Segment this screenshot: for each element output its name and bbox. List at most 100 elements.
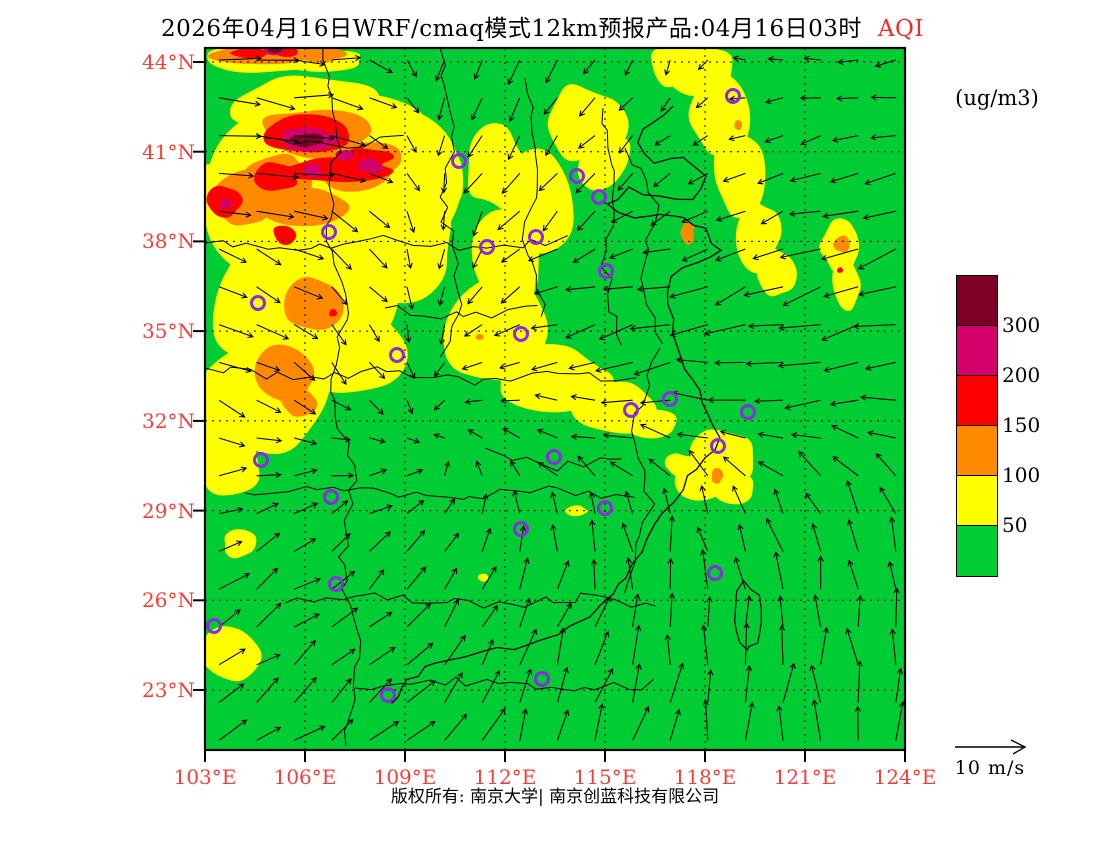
wind-arrow <box>692 135 709 146</box>
wind-arrow <box>331 532 351 552</box>
city-marker <box>513 326 529 342</box>
city-marker <box>569 168 585 184</box>
wind-arrow <box>714 248 746 262</box>
wind-arrow <box>507 59 521 86</box>
wind-arrow <box>779 248 821 260</box>
city-marker <box>710 438 726 454</box>
aqi-150-200 <box>254 162 298 191</box>
wind-arrow <box>293 324 319 340</box>
aqi-50-100 <box>331 200 452 304</box>
wind-arrow <box>481 707 506 741</box>
city-marker <box>479 239 495 255</box>
wind-arrow <box>715 210 746 222</box>
wind-arrow <box>331 607 359 628</box>
wind-arrow <box>368 324 380 343</box>
wind-arrow <box>550 524 558 552</box>
wind-arrow <box>406 173 421 192</box>
wind-arrow <box>732 55 746 62</box>
wind-scale-label: 10 m/s <box>954 757 1026 779</box>
wind-arrow <box>433 399 445 411</box>
wind-arrow <box>293 639 316 666</box>
city-marker <box>623 402 639 418</box>
aqi-200-300 <box>358 158 384 174</box>
aqi-50-100 <box>650 48 695 88</box>
wind-arrow <box>602 432 633 439</box>
wind-arrow <box>668 592 675 628</box>
wind-arrow <box>444 598 460 628</box>
aqi-100-150 <box>257 187 350 227</box>
wind-arrow <box>867 430 896 439</box>
province-border <box>439 48 463 358</box>
wind-arrow <box>707 669 714 703</box>
city-marker <box>740 404 756 420</box>
wind-arrow <box>256 471 282 479</box>
wind-arrow <box>821 324 859 342</box>
wind-arrow <box>472 211 483 237</box>
wind-arrow <box>556 626 566 665</box>
province-border <box>244 485 635 500</box>
wind-arrow <box>406 59 417 78</box>
wind-arrow <box>256 361 281 372</box>
wind-arrow <box>811 699 822 741</box>
wind-arrow <box>256 210 295 220</box>
aqi-50-100 <box>713 131 766 218</box>
wind-arrow <box>578 135 596 149</box>
wind-arrow <box>470 97 483 121</box>
city-marker <box>380 687 396 703</box>
wind-arrow <box>757 431 784 439</box>
wind-arrow <box>733 556 746 590</box>
wind-arrow <box>719 429 746 439</box>
wind-arrow <box>822 210 859 219</box>
province-border <box>205 366 637 386</box>
forecast-map-canvas <box>190 33 920 768</box>
city-marker <box>451 153 467 169</box>
wind-arrow <box>745 360 784 367</box>
wind-arrow <box>436 135 446 157</box>
lon-tick-label: 115°E <box>573 765 637 789</box>
wind-arrow <box>538 173 558 192</box>
wind-arrow <box>757 461 784 477</box>
wind-arrow <box>570 433 596 440</box>
wind-arrow <box>519 525 526 552</box>
wind-arrow <box>722 456 746 477</box>
wind-arrow <box>256 602 282 628</box>
lat-tick-label: 38°N <box>142 229 195 254</box>
wind-arrow <box>256 286 281 304</box>
colorbar-cell <box>957 276 997 326</box>
wind-arrow <box>256 567 279 590</box>
wind-arrow <box>602 285 633 292</box>
wind-arrow <box>875 453 897 477</box>
wind-arrow <box>652 172 671 188</box>
wind-arrow <box>800 135 821 146</box>
wind-arrow <box>218 572 251 590</box>
colorbar-tick-label: 150 <box>1002 413 1041 437</box>
wind-arrow <box>810 523 822 552</box>
wind-arrow <box>256 502 279 515</box>
wind-arrow <box>218 648 246 666</box>
wind-arrow <box>662 487 671 514</box>
wind-arrow <box>444 567 458 590</box>
wind-arrow <box>624 490 634 514</box>
coastline <box>390 105 723 705</box>
wind-arrow <box>218 506 244 515</box>
wind-arrow <box>765 517 784 552</box>
wind-arrow <box>743 286 784 298</box>
wind-arrow <box>577 455 596 477</box>
wind-arrow <box>582 59 596 75</box>
wind-arrow <box>854 705 861 741</box>
wind-arrow <box>331 678 352 703</box>
city-marker <box>546 449 562 465</box>
wind-arrow <box>294 286 324 300</box>
wind-arrow <box>406 97 420 114</box>
city-marker <box>707 565 723 581</box>
wind-arrow <box>369 97 398 109</box>
wind-vector-field <box>218 54 905 741</box>
wind-arrow <box>369 646 396 666</box>
wind-arrow <box>519 557 530 590</box>
wind-arrow <box>218 324 254 339</box>
wind-arrow <box>467 135 483 158</box>
lat-tick-label: 44°N <box>142 50 195 74</box>
wind-arrow <box>537 461 558 477</box>
wind-arrow <box>799 94 821 102</box>
aqi-50-100 <box>577 130 631 191</box>
